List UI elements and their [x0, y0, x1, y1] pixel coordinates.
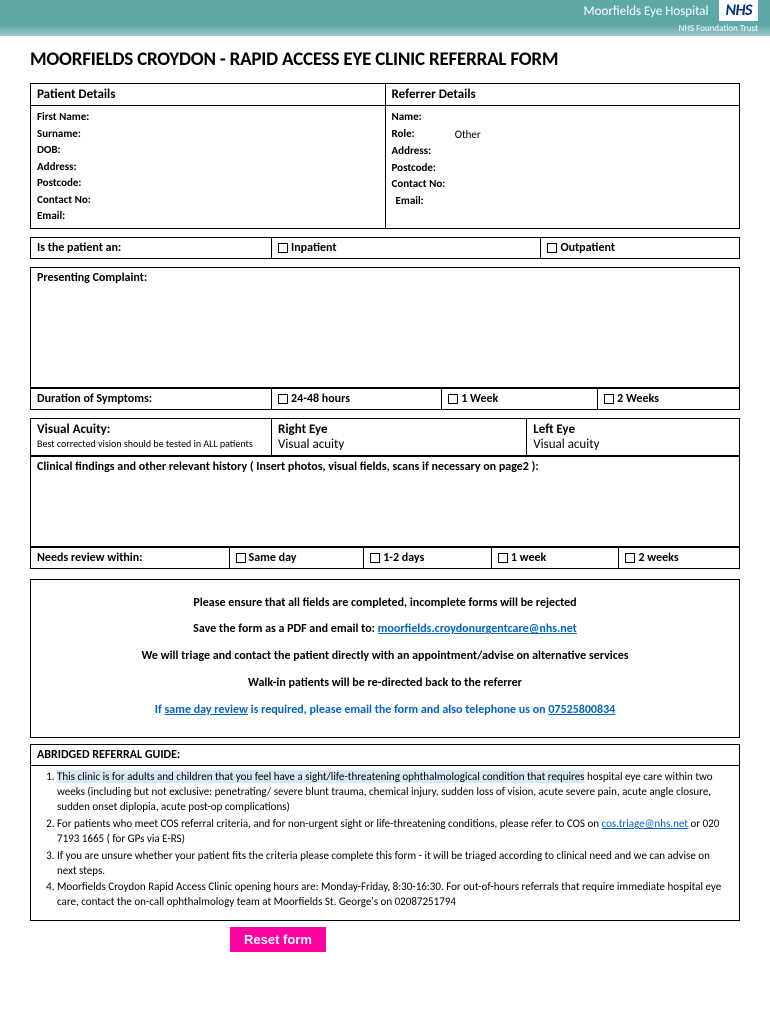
reset-button[interactable]: Reset form	[230, 927, 326, 952]
review-opt3[interactable]: 1 week	[491, 547, 619, 568]
referrer-section-header: Referrer Details	[385, 84, 740, 106]
nhs-logo: NHS	[719, 0, 758, 21]
phone-link[interactable]: 07525800834	[548, 703, 615, 717]
email-label: Email:	[37, 208, 379, 225]
inpatient-cell[interactable]: Inpatient	[272, 237, 541, 258]
duration-opt1[interactable]: 24-48 hours	[272, 388, 442, 409]
left-eye-cell[interactable]: Left Eye Visual acuity	[527, 418, 740, 455]
dob-label: DOB:	[37, 142, 379, 159]
guide-item-4: Moorfields Croydon Rapid Access Clinic o…	[57, 880, 731, 910]
page-content: MOORFIELDS CROYDON - RAPID ACCESS EYE CL…	[0, 36, 770, 972]
ref-role-value: Other	[455, 126, 481, 144]
ref-name-label: Name:	[392, 109, 734, 126]
guide-item-1: This clinic is for adults and children t…	[57, 770, 731, 815]
review-label: Needs review within:	[31, 547, 230, 568]
address-label: Address:	[37, 159, 379, 176]
findings-cell[interactable]: Clinical findings and other relevant his…	[31, 456, 740, 546]
findings-table: Clinical findings and other relevant his…	[30, 456, 740, 547]
info-line1: Please ensure that all fields are comple…	[45, 592, 725, 615]
patient-section-header: Patient Details	[31, 84, 386, 106]
info-box: Please ensure that all fields are comple…	[30, 579, 740, 739]
ref-role-label: Role:	[392, 126, 415, 144]
details-table: Patient Details Referrer Details First N…	[30, 83, 740, 229]
guide-body: This clinic is for adults and children t…	[30, 765, 740, 921]
duration-table: Duration of Symptoms: 24-48 hours 1 Week…	[30, 388, 740, 410]
trust-name: NHS Foundation Trust	[679, 23, 758, 34]
acuity-table: Visual Acuity: Best corrected vision sho…	[30, 418, 740, 456]
first-name-label: First Name:	[37, 109, 379, 126]
surname-label: Surname:	[37, 126, 379, 143]
right-eye-cell[interactable]: Right Eye Visual acuity	[272, 418, 527, 455]
duration-label: Duration of Symptoms:	[31, 388, 272, 409]
guide-header: ABRIDGED REFERRAL GUIDE:	[30, 744, 740, 765]
review-opt1[interactable]: Same day	[229, 547, 364, 568]
ref-address-label: Address:	[392, 143, 734, 160]
contact-label: Contact No:	[37, 192, 379, 209]
review-opt4[interactable]: 2 weeks	[619, 547, 740, 568]
outpatient-cell[interactable]: Outpatient	[541, 237, 740, 258]
inpatient-checkbox[interactable]	[278, 243, 288, 253]
acuity-label-cell: Visual Acuity: Best corrected vision sho…	[31, 418, 272, 455]
duration-opt2[interactable]: 1 Week	[442, 388, 598, 409]
referrer-details-cell[interactable]: Name: Role: Other Address: Postcode: Con…	[385, 106, 740, 229]
header-bar: Moorfields Eye Hospital NHS NHS Foundati…	[0, 0, 770, 36]
patient-details-cell[interactable]: First Name: Surname: DOB: Address: Postc…	[31, 106, 386, 229]
outpatient-checkbox[interactable]	[547, 243, 557, 253]
patient-type-table: Is the patient an: Inpatient Outpatient	[30, 237, 740, 259]
info-line3: We will triage and contact the patient d…	[45, 645, 725, 668]
info-line5: If same day review is required, please e…	[45, 699, 725, 722]
ref-email-label: Email:	[392, 193, 734, 210]
complaint-table: Presenting Complaint:	[30, 267, 740, 388]
cos-email-link[interactable]: cos.triage@nhs.net	[602, 817, 688, 830]
postcode-label: Postcode:	[37, 175, 379, 192]
ref-contact-label: Contact No:	[392, 176, 734, 193]
complaint-cell[interactable]: Presenting Complaint:	[31, 267, 740, 387]
form-title: MOORFIELDS CROYDON - RAPID ACCESS EYE CL…	[30, 48, 740, 71]
ref-postcode-label: Postcode:	[392, 160, 734, 177]
info-line2: Save the form as a PDF and email to: moo…	[45, 618, 725, 641]
guide-item-2: For patients who meet COS referral crite…	[57, 817, 731, 847]
info-line4: Walk-in patients will be re-directed bac…	[45, 672, 725, 695]
duration-opt3[interactable]: 2 Weeks	[598, 388, 740, 409]
guide-item-3: If you are unsure whether your patient f…	[57, 849, 731, 879]
hospital-name: Moorfields Eye Hospital	[584, 4, 709, 19]
header-text: Moorfields Eye Hospital NHS NHS Foundati…	[584, 1, 758, 35]
email-link[interactable]: moorfields.croydonurgentcare@nhs.net	[378, 622, 577, 636]
patient-type-label: Is the patient an:	[31, 237, 272, 258]
review-opt2[interactable]: 1-2 days	[364, 547, 492, 568]
review-table: Needs review within: Same day 1-2 days 1…	[30, 547, 740, 569]
